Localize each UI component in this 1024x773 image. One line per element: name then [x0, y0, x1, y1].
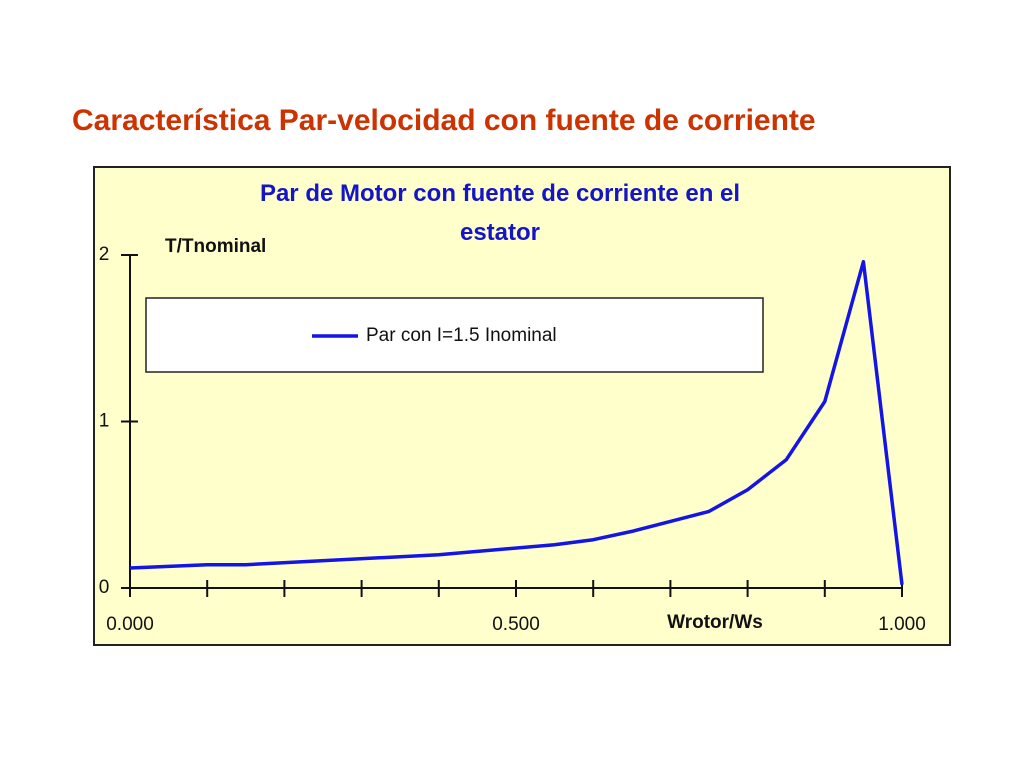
- x-tick-label: 0.500: [492, 614, 540, 635]
- y-tick-label: 2: [99, 244, 110, 265]
- y-axis-label: T/Tnominal: [165, 236, 266, 257]
- x-axis-label: Wrotor/Ws: [667, 612, 763, 633]
- x-tick-label: 1.000: [878, 614, 926, 635]
- y-tick-label: 1: [99, 411, 110, 432]
- data-line: [129, 259, 904, 585]
- slide-title: Característica Par-velocidad con fuente …: [72, 104, 816, 137]
- legend: [145, 297, 764, 373]
- chart-title: Par de Motor con fuente de corriente en …: [260, 180, 740, 246]
- legend-label: Par con I=1.5 Inominal: [366, 325, 557, 346]
- x-tick-label: 0.000: [106, 614, 154, 635]
- y-tick-label: 0: [99, 577, 110, 598]
